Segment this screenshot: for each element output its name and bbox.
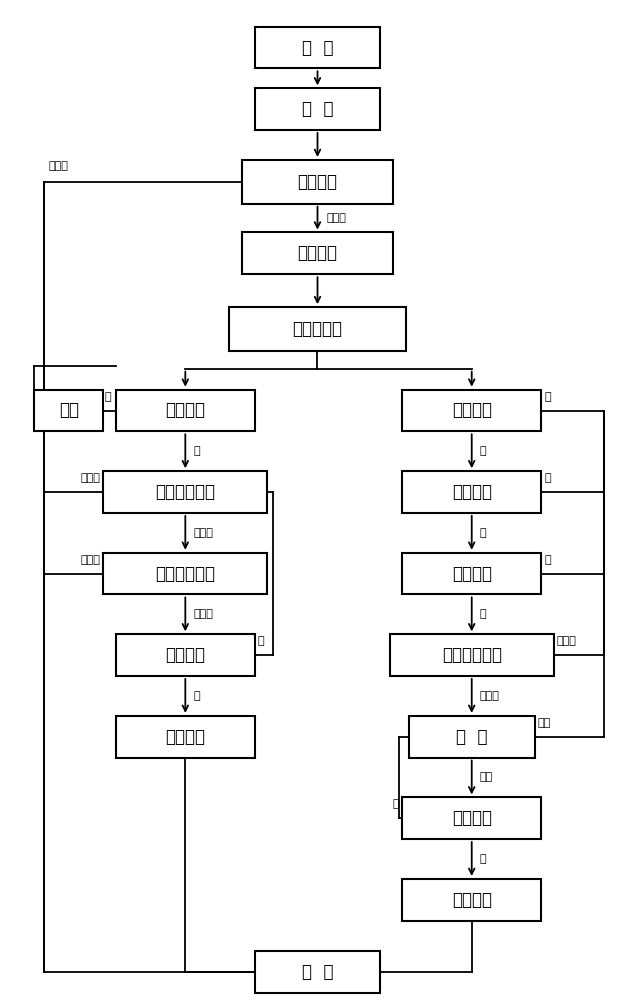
Text: 否: 否: [104, 392, 111, 402]
Text: 有故障: 有故障: [81, 555, 100, 565]
Text: 温度传递: 温度传递: [165, 646, 205, 664]
Bar: [34, 390, 104, 431]
Bar: [116, 390, 255, 431]
Text: 否: 否: [544, 392, 551, 402]
Text: 停  止: 停 止: [302, 963, 333, 981]
Bar: [242, 160, 393, 204]
Bar: [255, 27, 380, 68]
Bar: [403, 390, 541, 431]
Text: 供  水: 供 水: [456, 728, 488, 746]
Text: 判断水温: 判断水温: [451, 565, 491, 583]
Text: 判断水位: 判断水位: [165, 401, 205, 420]
Text: 有故障: 有故障: [49, 161, 69, 171]
Text: 无故障: 无故障: [480, 691, 500, 701]
Text: 是: 是: [480, 528, 486, 538]
Bar: [104, 553, 267, 594]
Text: 热泵机组运行: 热泵机组运行: [156, 565, 215, 583]
Text: 检验分流: 检验分流: [298, 173, 337, 191]
Bar: [403, 553, 541, 594]
Text: 监测时间: 监测时间: [451, 809, 491, 827]
Text: 停止供水: 停止供水: [451, 891, 491, 909]
Bar: [390, 634, 554, 676]
Bar: [255, 88, 380, 130]
Bar: [116, 716, 255, 758]
Bar: [409, 716, 535, 758]
Text: 是: 是: [480, 854, 486, 864]
Text: 启  动: 启 动: [302, 39, 333, 57]
Text: 停止加热: 停止加热: [165, 728, 205, 746]
Text: 进入主程序: 进入主程序: [293, 320, 342, 338]
Bar: [229, 307, 406, 351]
Text: 是: 是: [480, 446, 486, 456]
Text: 否: 否: [258, 636, 264, 646]
Bar: [403, 797, 541, 839]
Text: 补水: 补水: [59, 401, 79, 420]
Text: 有故障: 有故障: [81, 473, 100, 483]
Bar: [242, 232, 393, 274]
Text: 设定参数: 设定参数: [298, 244, 337, 262]
Text: 判断水位: 判断水位: [451, 483, 491, 501]
Text: 是: 是: [194, 691, 200, 701]
Text: 编  程: 编 程: [302, 100, 333, 118]
Text: 无故障: 无故障: [194, 528, 213, 538]
Text: 是: 是: [480, 609, 486, 619]
Bar: [104, 471, 267, 513]
Text: 无故障: 无故障: [327, 213, 347, 223]
Text: 加热水泵运行: 加热水泵运行: [156, 483, 215, 501]
Text: 是: 是: [194, 446, 200, 456]
Text: 否: 否: [544, 473, 551, 483]
Bar: [255, 951, 380, 993]
Bar: [403, 879, 541, 921]
Text: 判断时间: 判断时间: [451, 401, 491, 420]
Text: 否: 否: [392, 799, 399, 809]
Bar: [403, 471, 541, 513]
Text: 异常: 异常: [538, 718, 551, 728]
Bar: [116, 634, 255, 676]
Text: 供热水泵运行: 供热水泵运行: [442, 646, 502, 664]
Text: 无故障: 无故障: [194, 609, 213, 619]
Text: 有故障: 有故障: [557, 636, 577, 646]
Text: 正常: 正常: [480, 772, 493, 782]
Text: 否: 否: [544, 555, 551, 565]
